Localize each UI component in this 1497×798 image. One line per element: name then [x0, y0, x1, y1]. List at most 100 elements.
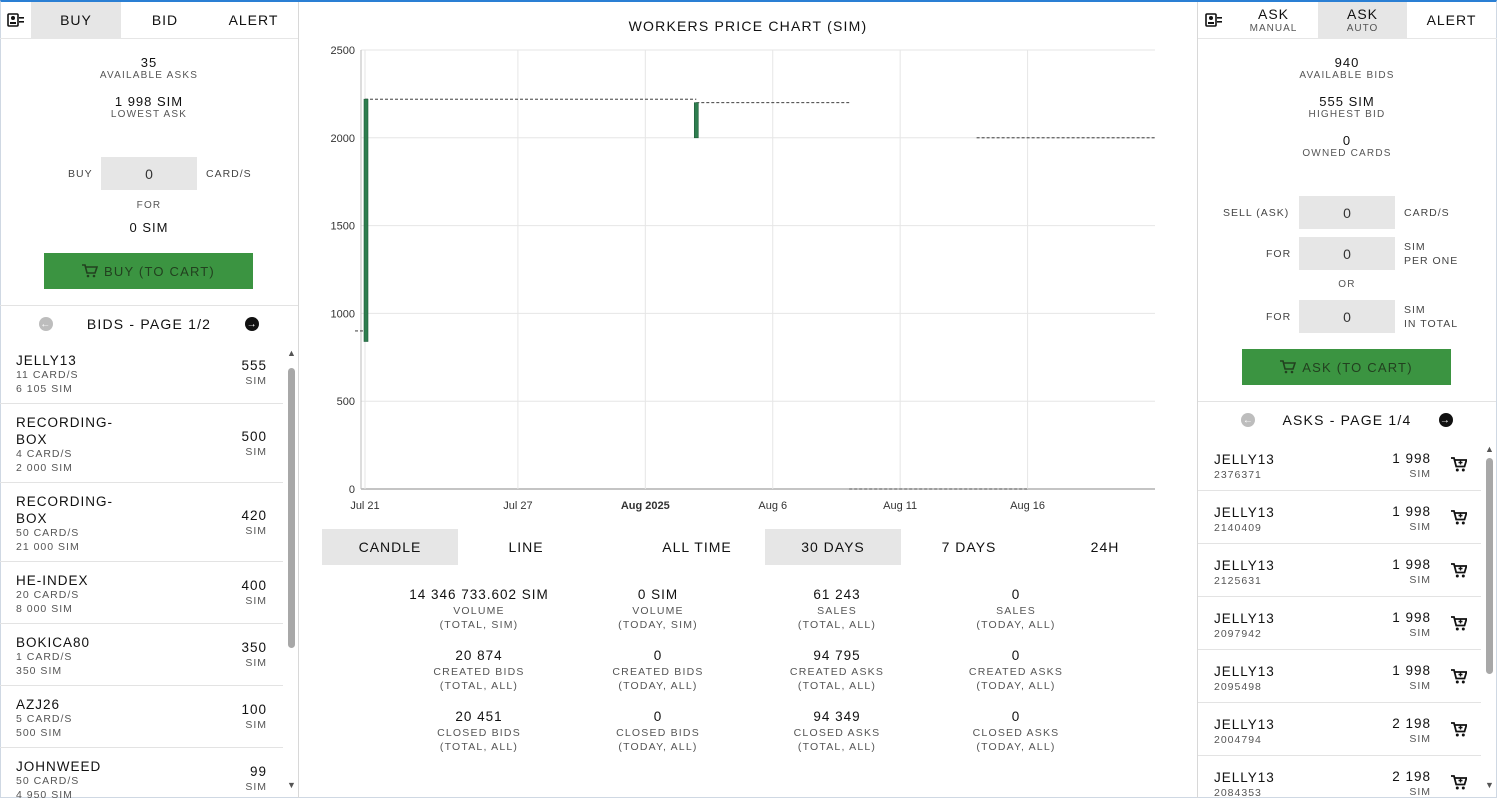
metric-card: 0 CREATED BIDS (TODAY, ALL) [568, 648, 748, 693]
ask-price: 2 198 [1392, 769, 1431, 784]
scroll-thumb[interactable] [288, 368, 295, 648]
tab-ask-manual[interactable]: ASK MANUAL [1229, 2, 1318, 38]
next-page-icon[interactable]: → [1438, 413, 1453, 427]
bid-price: 420 [241, 507, 267, 523]
bid-price: 400 [241, 578, 267, 593]
metric-scope: (TODAY, ALL) [976, 680, 1056, 692]
ask-list-item[interactable]: JELLY13 2004794 2 198 SIM [1198, 703, 1481, 756]
range-all-time[interactable]: ALL TIME [629, 529, 765, 565]
prev-page-icon[interactable]: ← [1241, 413, 1256, 427]
ask-list-item[interactable]: JELLY13 2095498 1 998 SIM [1198, 650, 1481, 703]
tab-alert-right[interactable]: ALERT [1407, 2, 1496, 38]
or-label: OR [1338, 279, 1356, 290]
price-chart[interactable]: 2500 2000 1500 1000 500 0 Jul 21 Jul 27 Aug 2025… [299, 2, 1197, 522]
y-tick-label: 2500 [331, 45, 355, 57]
bid-bidder-name: BOKICA80 [16, 635, 91, 650]
ask-list-item[interactable]: JELLY13 2376371 1 998 SIM [1198, 438, 1481, 491]
add-to-cart-icon[interactable] [1451, 722, 1467, 737]
bids-scrollbar[interactable]: ▲ ▼ [286, 348, 296, 796]
bid-price: 350 [241, 640, 267, 655]
ask-id: 2125631 [1214, 575, 1262, 587]
tab-bid[interactable]: BID [121, 2, 209, 38]
scroll-up-icon[interactable]: ▲ [287, 348, 296, 358]
user-card-icon [1204, 13, 1222, 27]
bids-pager: ← BIDS - PAGE 1/2 → [0, 315, 298, 333]
ask-list-item[interactable]: JELLY13 2125631 1 998 SIM [1198, 544, 1481, 597]
y-tick-label: 2000 [331, 133, 355, 145]
range-30-days[interactable]: 30 DAYS [765, 529, 901, 565]
ask-seller-name: JELLY13 [1214, 558, 1275, 573]
cart-icon [82, 264, 99, 278]
tab-ask-manual-sub: MANUAL [1249, 23, 1298, 34]
buy-quantity-input[interactable] [101, 157, 197, 190]
add-to-cart-icon[interactable] [1451, 616, 1467, 631]
bid-list-item[interactable]: JOHNWEED 50 CARD/S 4 950 SIM 99 SIM [0, 748, 283, 798]
tab-alert[interactable]: ALERT [209, 2, 298, 38]
ask-id: 2095498 [1214, 681, 1262, 693]
x-tick-label: Aug 16 [1010, 500, 1045, 512]
prev-page-icon[interactable]: ← [38, 317, 53, 331]
add-to-cart-icon[interactable] [1451, 457, 1467, 472]
range-24h[interactable]: 24H [1037, 529, 1173, 565]
ask-list-item[interactable]: JELLY13 2097942 1 998 SIM [1198, 597, 1481, 650]
bid-list-item[interactable]: JELLY13 11 CARD/S 6 105 SIM 555 SIM [0, 342, 283, 404]
bid-card-count: 5 CARD/S [16, 713, 73, 725]
metric-card: 0 SIM VOLUME (TODAY, SIM) [568, 587, 748, 632]
lowest-ask-value: 1 998 SIM [114, 94, 184, 109]
add-to-cart-icon[interactable] [1451, 669, 1467, 684]
scroll-up-icon[interactable]: ▲ [1485, 444, 1494, 454]
ask-price-unit: SIM [1409, 680, 1431, 692]
sell-quantity-row: SELL (ASK) CARD/S [1223, 196, 1450, 229]
metric-scope: (TOTAL, ALL) [439, 741, 519, 753]
chart-type-candle[interactable]: CANDLE [322, 529, 458, 565]
sell-quantity-input[interactable] [1299, 196, 1395, 229]
add-to-cart-icon[interactable] [1451, 563, 1467, 578]
bid-bidder-name: JOHNWEED [16, 759, 102, 774]
tab-icon-profile[interactable] [0, 2, 31, 38]
price-total-input[interactable] [1299, 300, 1395, 333]
add-to-cart-icon[interactable] [1451, 775, 1467, 790]
y-tick-label: 1000 [331, 308, 355, 320]
bid-list-item[interactable]: HE-INDEX 20 CARD/S 8 000 SIM 400 SIM [0, 562, 283, 624]
ask-seller-name: JELLY13 [1214, 505, 1275, 520]
x-tick-label: Aug 2025 [621, 500, 670, 512]
bid-list-item[interactable]: BOKICA80 1 CARD/S 350 SIM 350 SIM [0, 624, 283, 686]
ask-to-cart-button[interactable]: ASK (TO CART) [1242, 349, 1451, 385]
scroll-down-icon[interactable]: ▼ [1485, 780, 1494, 790]
buy-quantity-row: BUY CARD/S [68, 157, 252, 190]
next-page-icon[interactable]: → [245, 317, 260, 331]
bid-list-item[interactable]: AZJ26 5 CARD/S 500 SIM 100 SIM [0, 686, 283, 748]
bid-total: 4 950 SIM [16, 789, 73, 798]
metric-scope: (TODAY, ALL) [976, 619, 1056, 631]
asks-scrollbar[interactable]: ▲ ▼ [1484, 444, 1494, 796]
chart-type-line[interactable]: LINE [458, 529, 594, 565]
price-per-one-input[interactable] [1299, 237, 1395, 270]
metric-label: CREATED ASKS [968, 666, 1064, 678]
metric-card: 20 874 CREATED BIDS (TOTAL, ALL) [389, 648, 569, 693]
ask-list-item[interactable]: JELLY13 2084353 2 198 SIM [1198, 756, 1481, 798]
bid-list-item[interactable]: RECORDING- BOX 50 CARD/S 21 000 SIM 420 SIM [0, 483, 283, 562]
tab-ask-auto[interactable]: ASK AUTO [1318, 2, 1407, 38]
divider [1198, 401, 1496, 402]
metric-value: 94 795 [813, 648, 861, 663]
metric-card: 0 CREATED ASKS (TODAY, ALL) [926, 648, 1106, 693]
scroll-down-icon[interactable]: ▼ [287, 780, 296, 790]
buy-to-cart-label: BUY (TO CART) [104, 263, 215, 279]
scroll-thumb[interactable] [1486, 458, 1493, 674]
metric-label: VOLUME [632, 605, 684, 617]
price-total-label: FOR [1266, 310, 1292, 323]
bid-list-item[interactable]: RECORDING- BOX 4 CARD/S 2 000 SIM 500 SIM [0, 404, 283, 483]
tab-icon-profile-right[interactable] [1198, 2, 1229, 38]
metric-value: 20 451 [455, 709, 503, 724]
metric-value: 61 243 [813, 587, 861, 602]
add-to-cart-icon[interactable] [1451, 510, 1467, 525]
metric-value: 14 346 733.602 SIM [409, 587, 549, 602]
metric-label: CLOSED BIDS [437, 727, 521, 739]
metric-scope: (TODAY, ALL) [976, 741, 1056, 753]
buy-to-cart-button[interactable]: BUY (TO CART) [44, 253, 253, 289]
tab-buy[interactable]: BUY [31, 2, 121, 38]
available-asks-label: AVAILABLE ASKS [99, 70, 199, 81]
ask-list-item[interactable]: JELLY13 2140409 1 998 SIM [1198, 491, 1481, 544]
bid-price: 100 [241, 702, 267, 717]
range-7-days[interactable]: 7 DAYS [901, 529, 1037, 565]
